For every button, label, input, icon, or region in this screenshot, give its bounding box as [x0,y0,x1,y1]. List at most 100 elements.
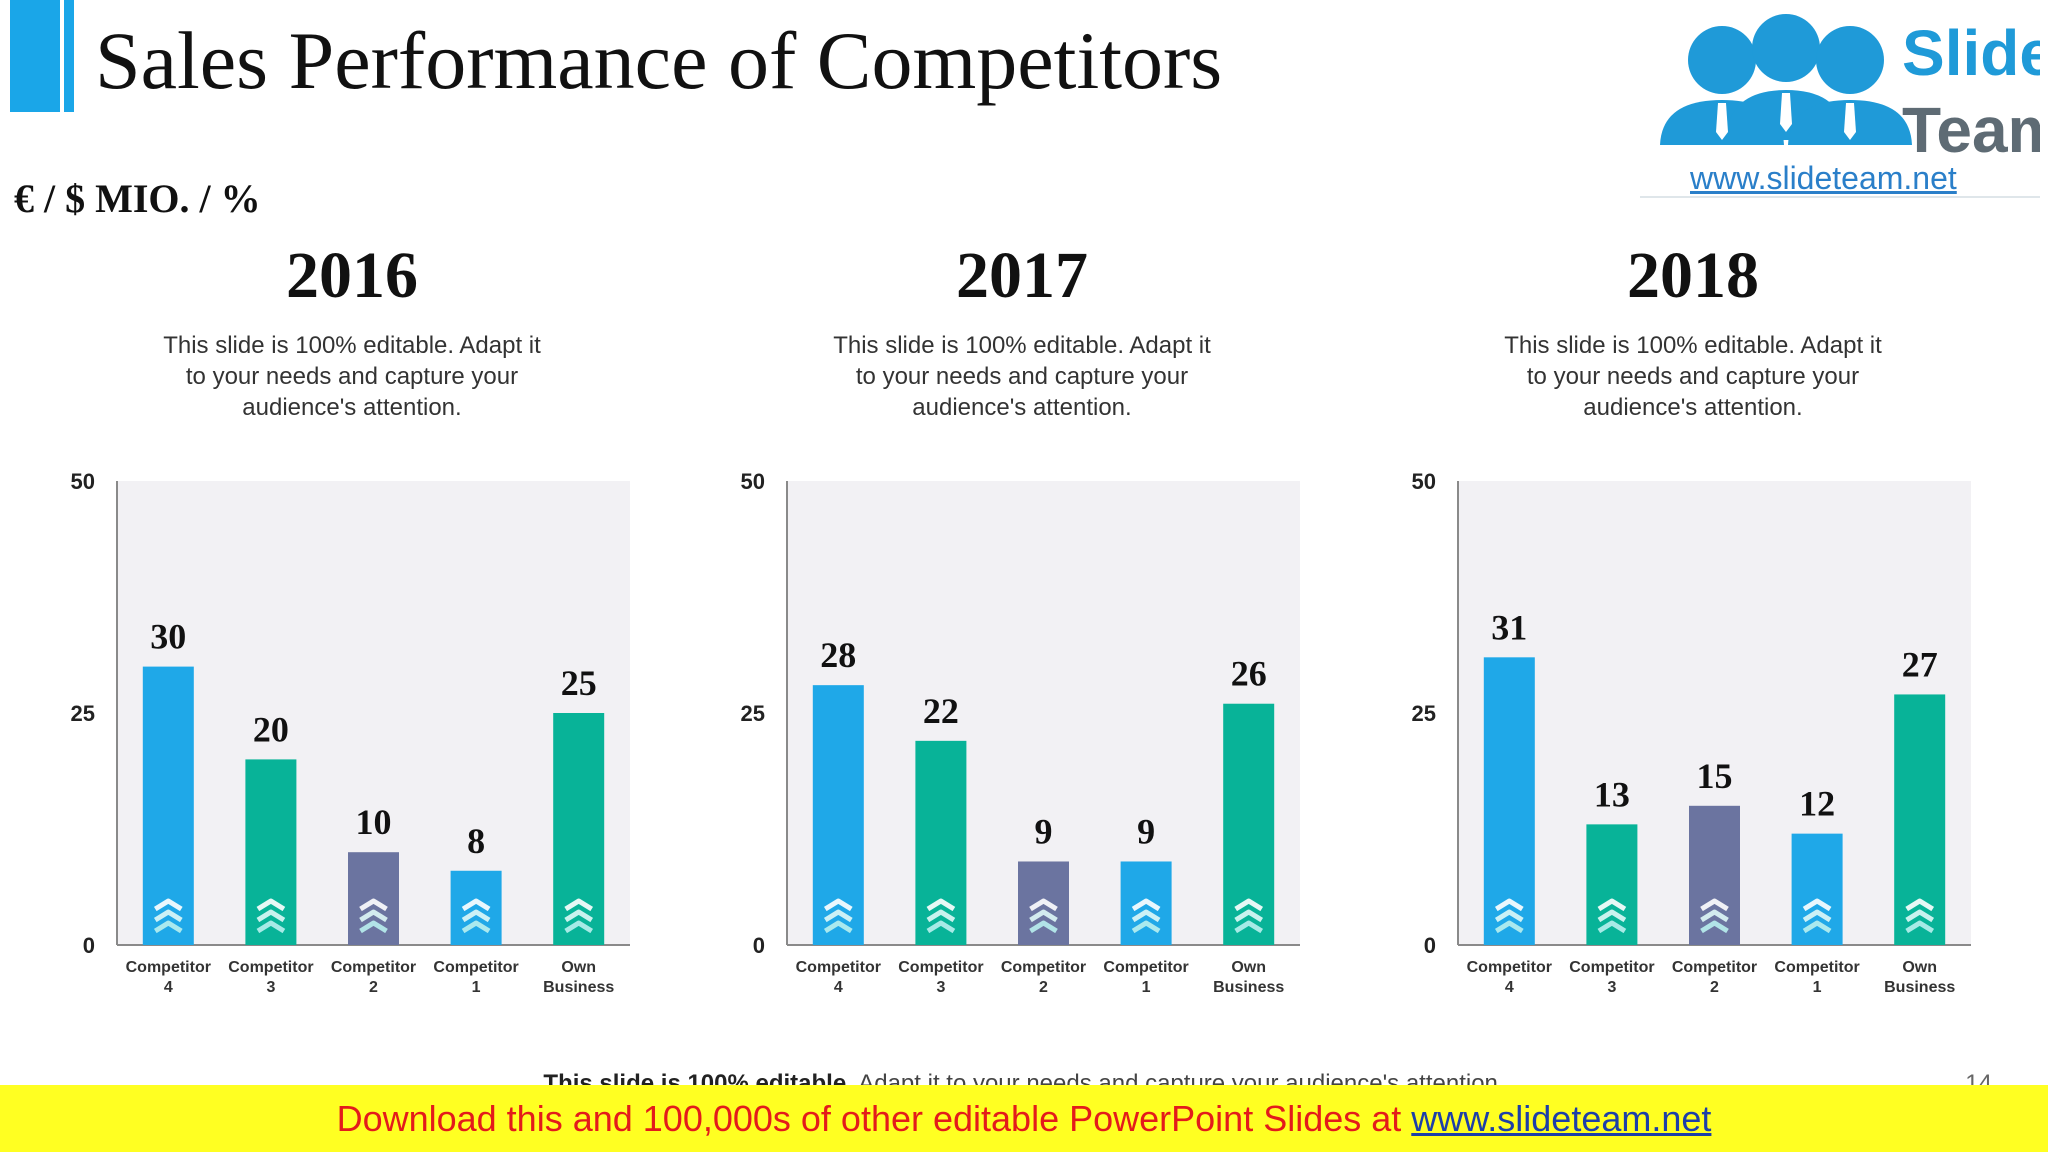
bar-chart-2017: 0 25 50 28 Competitor 4 22 Competitor 3 9 Competit… [741,469,1300,996]
data-label: 8 [467,821,485,861]
logo-word-slide: Slide [1902,17,2040,89]
x-tick-label: Own [561,959,596,976]
data-label: 9 [1137,811,1155,851]
x-tick-label: 1 [1813,979,1822,996]
bar [1483,657,1535,945]
data-label: 28 [820,635,856,675]
people-logo-icon: Slide Team [1660,14,2040,166]
description-line: audience's attention. [242,394,462,421]
x-tick-label: Competitor [1001,959,1086,976]
year-heading-2017: 2017 [956,239,1088,312]
description-line: This slide is 100% editable. Adapt it [833,332,1211,359]
bar [812,685,864,945]
data-label: 31 [1491,607,1527,647]
y-tick-label: 50 [71,469,95,494]
chevron-up-icon [823,898,853,934]
description-line: This slide is 100% editable. Adapt it [1504,332,1882,359]
year-heading-2018: 2018 [1627,239,1759,312]
banner-link[interactable]: www.slideteam.net [1411,1097,1712,1139]
bar [1586,824,1638,945]
chevron-up-icon [926,898,956,934]
chevron-up-icon [359,898,388,934]
panel-description-2017: This slide is 100% editable. Adapt it to… [762,330,1282,423]
x-tick-label: 4 [1505,979,1514,996]
data-label: 13 [1594,774,1630,814]
x-tick-label: Competitor [1103,959,1188,976]
data-label: 10 [356,802,392,842]
y-tick-label: 0 [753,933,765,958]
x-tick-label: 4 [834,979,843,996]
chevron-up-icon [1802,898,1832,934]
title-accent-bar [10,0,60,112]
y-tick-label: 25 [741,701,765,726]
x-tick-label: Own [1902,959,1937,976]
x-tick-label: 2 [1710,979,1719,996]
data-label: 20 [253,709,289,749]
x-tick-label: Competitor [126,959,211,976]
bar [245,759,297,945]
x-tick-label: Competitor [1774,959,1859,976]
panel-description-2016: This slide is 100% editable. Adapt it to… [92,330,612,423]
chevron-up-icon [256,898,286,934]
chevron-up-icon [1700,898,1729,934]
x-tick-label: Business [1213,979,1284,996]
x-tick-label: 1 [472,979,481,996]
x-tick-label: Competitor [898,959,983,976]
x-tick-label: Business [1884,979,1955,996]
chevron-up-icon [564,898,594,934]
chevron-up-icon [1494,898,1524,934]
bar [1791,833,1843,945]
y-tick-label: 25 [1412,701,1436,726]
x-tick-label: 2 [1039,979,1048,996]
x-tick-label: Competitor [433,959,518,976]
y-tick-label: 50 [1412,469,1436,494]
data-label: 9 [1035,811,1053,851]
chevron-up-icon [1029,898,1058,934]
data-label: 22 [923,691,959,731]
y-tick-label: 0 [83,933,95,958]
bar [553,713,605,945]
description-line: to your needs and capture your [185,363,519,390]
panel-description-2018: This slide is 100% editable. Adapt it to… [1433,330,1953,423]
x-tick-label: 4 [164,979,173,996]
download-banner: Download this and 100,000s of other edit… [0,1085,2048,1152]
x-tick-label: Own [1231,959,1266,976]
x-tick-label: Competitor [1569,959,1654,976]
logo-word-team: Team [1902,94,2040,166]
chevron-up-icon [461,898,491,934]
description-line: audience's attention. [912,394,1132,421]
description-line: to your needs and capture your [855,363,1189,390]
x-tick-label: 1 [1142,979,1151,996]
bar-chart-2016: 0 25 50 30 Competitor 4 20 Competitor 3 10 Competi… [71,469,630,996]
x-tick-label: Competitor [331,959,416,976]
bar [1223,703,1275,945]
chevron-up-icon [1234,898,1264,934]
y-tick-label: 0 [1424,933,1436,958]
chevron-up-icon [1131,898,1161,934]
chevron-up-icon [1597,898,1627,934]
description-line: This slide is 100% editable. Adapt it [163,332,541,359]
page-title: Sales Performance of Competitors [95,15,1223,106]
x-tick-label: 3 [936,979,945,996]
x-tick-label: Competitor [1467,959,1552,976]
data-label: 30 [150,617,186,657]
data-label: 15 [1697,756,1733,796]
bar [450,870,502,945]
units-label: € / $ MIO. / % [14,176,261,221]
bar-chart-2018: 0 25 50 31 Competitor 4 13 Competitor 3 15 Competi… [1412,469,1971,996]
logo-divider [1640,196,2040,198]
x-tick-label: Competitor [1672,959,1757,976]
data-label: 26 [1231,654,1267,694]
x-tick-label: Competitor [796,959,881,976]
x-tick-label: 3 [266,979,275,996]
y-tick-label: 50 [741,469,765,494]
data-label: 27 [1902,644,1938,684]
data-label: 25 [561,663,597,703]
logo-url-link[interactable]: www.slideteam.net [1690,160,1957,196]
x-tick-label: 3 [1607,979,1616,996]
chevron-up-icon [1905,898,1935,934]
chevron-up-icon [153,898,183,934]
description-line: audience's attention. [1583,394,1803,421]
x-tick-label: Business [543,979,614,996]
bar [1894,694,1946,945]
